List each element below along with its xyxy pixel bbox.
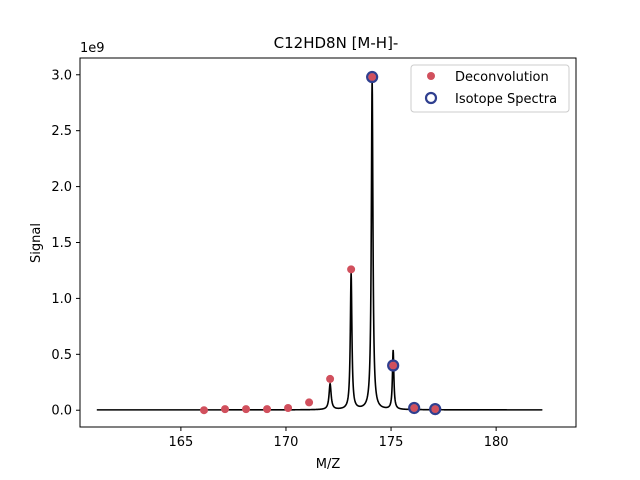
legend-box xyxy=(410,64,570,113)
legend-label-deconvolution: Deconvolution xyxy=(455,70,549,85)
x-tick-label: 170 xyxy=(274,435,299,450)
axes-ticks: 165 170 175 180 0.0 0.5 1.0 1.5 2.0 2.5 3.0 xyxy=(51,68,508,450)
isotope-spectra-point xyxy=(408,401,421,415)
legend: Deconvolution Isotope Spectra xyxy=(410,64,570,113)
isotope-spectra-point xyxy=(429,403,442,416)
deconvolution-point xyxy=(431,405,440,414)
deconvolution-point xyxy=(242,405,251,414)
y-scale-label: 1e9 xyxy=(80,41,105,56)
deconvolution-point xyxy=(410,403,419,412)
legend-marker-isotope-spectra xyxy=(424,91,438,105)
spectrum-line xyxy=(96,78,543,411)
y-tick-label: 1.5 xyxy=(51,236,72,251)
y-tick-label: 3.0 xyxy=(51,68,72,83)
y-tick-label: 1.0 xyxy=(51,292,72,307)
plot-frame xyxy=(79,57,577,428)
y-axis-label: Signal xyxy=(29,223,44,263)
deconvolution-point xyxy=(263,405,272,414)
deconvolution-point xyxy=(368,73,377,82)
x-axis-label: M/Z xyxy=(316,457,341,472)
x-tick-label: 180 xyxy=(484,435,509,450)
x-tick-label: 175 xyxy=(379,435,404,450)
y-tick-label: 0.0 xyxy=(51,404,72,419)
deconvolution-point xyxy=(347,265,356,274)
deconvolution-point xyxy=(389,361,398,370)
isotope-spectra-point xyxy=(387,359,400,372)
deconvolution-point xyxy=(326,374,335,383)
plot-area xyxy=(96,70,543,416)
y-tick-label: 0.5 xyxy=(51,348,72,363)
deconvolution-point xyxy=(200,406,208,415)
y-tick-label: 2.5 xyxy=(51,124,72,139)
legend-marker-deconvolution xyxy=(427,72,435,80)
isotope-spectra-point xyxy=(366,70,379,84)
x-tick-label: 165 xyxy=(168,435,193,450)
deconvolution-point xyxy=(305,398,314,407)
y-tick-label: 2.0 xyxy=(51,180,72,195)
deconvolution-point xyxy=(284,403,293,412)
deconvolution-point xyxy=(221,405,230,414)
chart-title: C12HD8N [M-H]- xyxy=(274,34,399,52)
legend-label-isotope-spectra: Isotope Spectra xyxy=(455,92,557,107)
